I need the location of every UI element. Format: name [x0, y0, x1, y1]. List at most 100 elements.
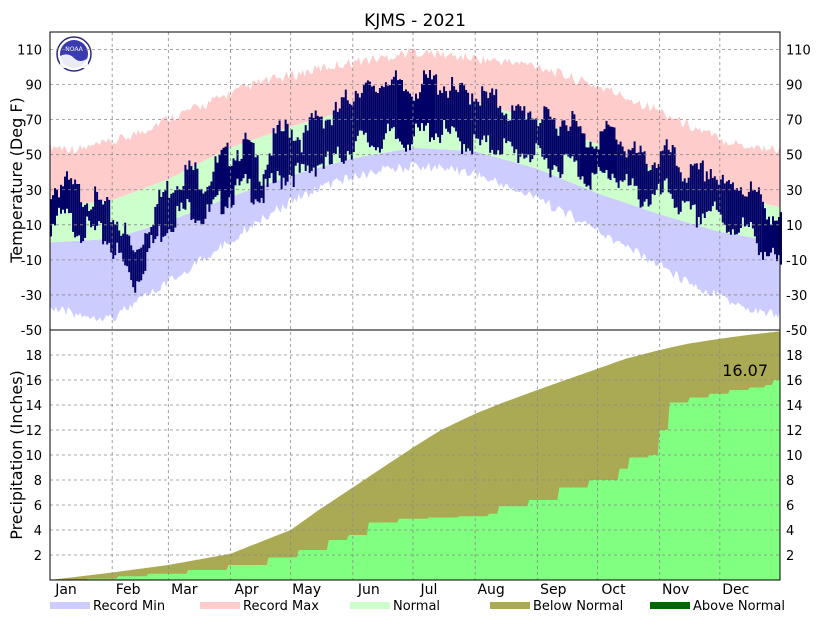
actual-temp-bar	[208, 185, 211, 212]
actual-temp-bar	[489, 92, 492, 153]
actual-temp-bar	[196, 168, 199, 221]
actual-temp-bar	[110, 222, 113, 253]
actual-temp-bar	[252, 143, 255, 205]
precip-total-label: 16.07	[722, 361, 768, 380]
actual-temp-bar	[306, 130, 309, 166]
chart-title: KJMS - 2021	[364, 11, 466, 31]
actual-temp-bar	[174, 190, 177, 228]
actual-temp-bar	[425, 74, 427, 126]
actual-temp-bar	[581, 133, 584, 177]
actual-temp-bar	[348, 103, 351, 155]
precip-tick-right: 14	[786, 399, 803, 414]
actual-temp-bar	[388, 85, 391, 132]
actual-temp-bar	[350, 105, 353, 160]
actual-temp-bar	[467, 92, 470, 149]
actual-temp-bar	[268, 153, 271, 179]
actual-temp-bar	[778, 217, 780, 256]
temp-tick-right: 50	[786, 149, 803, 164]
actual-temp-bar	[386, 85, 389, 124]
actual-temp-bar	[611, 126, 614, 174]
actual-temp-bar	[88, 211, 91, 221]
actual-temp-bar	[459, 83, 462, 142]
actual-temp-bar	[597, 149, 600, 167]
actual-temp-bar	[693, 163, 696, 205]
actual-temp-bar	[344, 89, 347, 161]
actual-temp-bar	[160, 197, 163, 242]
actual-temp-bar	[527, 112, 530, 155]
actual-temp-bar	[62, 186, 64, 210]
actual-temp-bar	[697, 169, 700, 217]
actual-temp-bar	[605, 120, 608, 170]
actual-temp-bar	[328, 119, 331, 165]
actual-temp-bar	[723, 183, 726, 225]
actual-temp-bar	[637, 152, 640, 200]
actual-temp-bar	[681, 181, 684, 201]
precip-tick-right: 16	[786, 374, 803, 389]
actual-temp-bar	[699, 163, 702, 225]
actual-temp-bar	[423, 70, 425, 131]
actual-temp-bar	[575, 121, 578, 161]
actual-temp-bar	[248, 140, 251, 179]
actual-temp-bar	[659, 151, 662, 195]
actual-temp-bar	[613, 127, 616, 178]
actual-temp-bar	[601, 131, 604, 173]
temp-tick-left: 10	[25, 219, 42, 234]
actual-temp-bar	[154, 206, 157, 240]
actual-temp-bar	[529, 111, 532, 163]
actual-temp-bar	[725, 181, 728, 233]
precip-tick-left: 10	[25, 449, 42, 464]
actual-temp-bar	[228, 166, 231, 198]
temp-tick-right: 90	[786, 79, 803, 94]
record-min-band	[50, 147, 780, 322]
actual-temp-bar	[501, 112, 504, 154]
actual-temp-bar	[627, 149, 630, 186]
actual-temp-bar	[346, 100, 349, 151]
actual-temp-bar	[116, 221, 119, 243]
actual-temp-bar	[507, 120, 510, 141]
actual-temp-bar	[94, 186, 97, 231]
actual-temp-bar	[336, 111, 339, 147]
actual-temp-bar	[553, 118, 556, 166]
month-label: Jan	[54, 582, 77, 598]
actual-temp-bar	[749, 181, 752, 222]
actual-temp-bar	[264, 169, 267, 179]
actual-temp-bar	[376, 93, 379, 148]
actual-temp-bar	[138, 249, 141, 282]
actual-temp-bar	[675, 165, 678, 208]
actual-temp-bar	[122, 233, 125, 262]
actual-temp-bar	[583, 133, 586, 184]
actual-temp-bar	[719, 179, 722, 215]
actual-temp-bar	[360, 92, 363, 131]
actual-temp-bar	[465, 89, 468, 152]
actual-temp-bar	[633, 141, 636, 186]
actual-temp-bar	[310, 113, 313, 171]
actual-temp-bar	[487, 98, 490, 136]
actual-temp-bar	[647, 171, 650, 207]
temp-tick-left: -50	[21, 324, 42, 339]
temp-tick-left: 70	[25, 114, 42, 129]
actual-temp-bar	[312, 117, 315, 168]
actual-temp-bar	[671, 145, 674, 199]
actual-temp-bar	[599, 131, 602, 171]
actual-temp-bar	[342, 97, 345, 164]
actual-temp-bar	[731, 182, 734, 230]
actual-temp-bar	[741, 194, 744, 218]
actual-temp-bar	[721, 174, 724, 223]
actual-temp-bar	[569, 126, 572, 159]
actual-temp-bar	[417, 98, 419, 128]
actual-temp-bar	[443, 86, 446, 120]
month-label: May	[292, 582, 321, 598]
actual-temp-bar	[384, 82, 387, 134]
actual-temp-bar	[635, 153, 638, 186]
actual-temp-bar	[272, 128, 275, 184]
actual-temp-bar	[378, 88, 381, 153]
actual-temp-bar	[621, 146, 624, 182]
actual-temp-bar	[84, 204, 87, 238]
month-label: Aug	[477, 582, 504, 598]
legend-label: Above Normal	[693, 599, 785, 614]
actual-temp-bar	[76, 184, 79, 237]
actual-temp-bar	[254, 157, 257, 200]
actual-temp-bar	[643, 151, 646, 202]
actual-temp-bar	[340, 97, 343, 162]
actual-temp-bar	[695, 163, 698, 228]
